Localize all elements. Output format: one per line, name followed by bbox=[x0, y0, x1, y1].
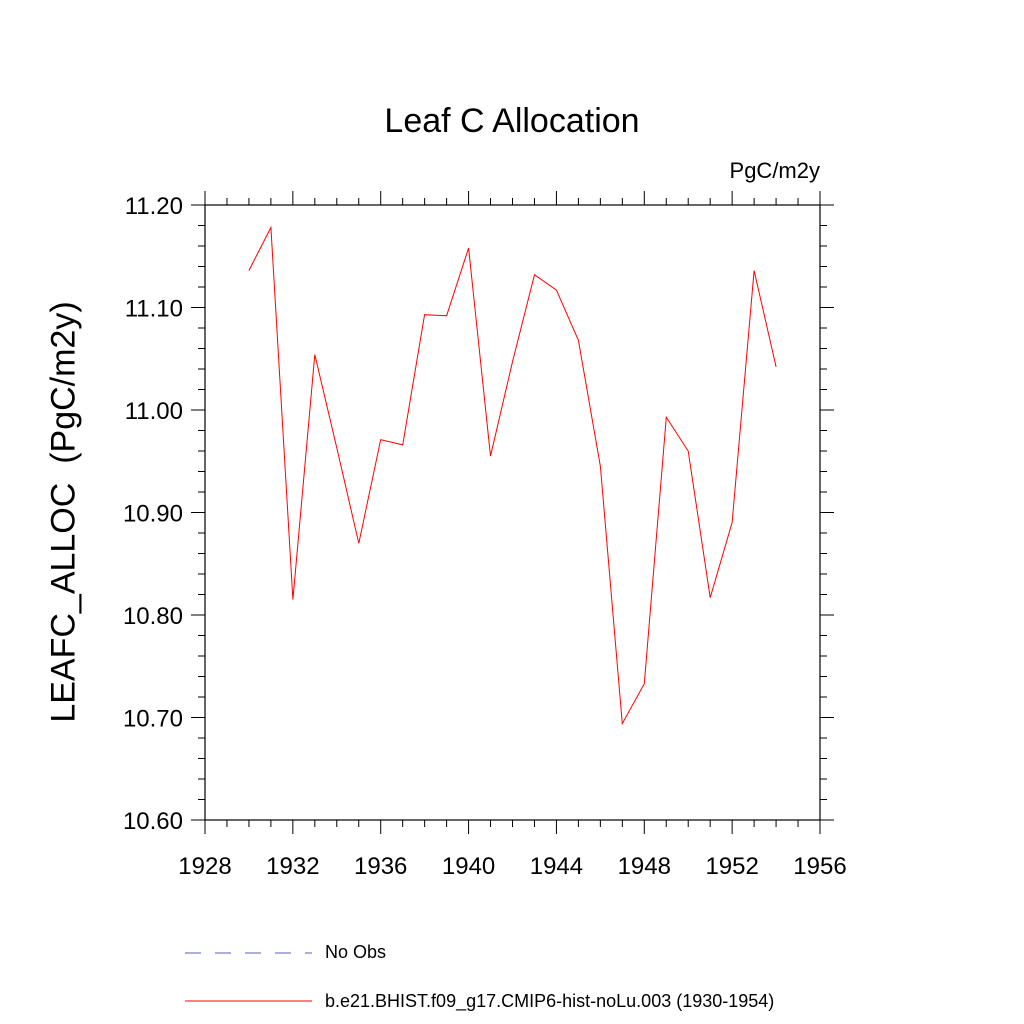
tick-labels-layer: 1928 1932 1936 1940 1944 1948 1952 1956 10.60 10.… bbox=[123, 193, 847, 880]
series-layer bbox=[248, 225, 777, 726]
x-tick-label: 1952 bbox=[705, 853, 758, 880]
x-tick-label: 1932 bbox=[266, 853, 319, 880]
ticks-layer bbox=[191, 191, 834, 834]
x-tick-label: 1936 bbox=[354, 853, 407, 880]
y-tick-label: 11.20 bbox=[125, 193, 183, 220]
legend-layer bbox=[185, 952, 312, 1002]
y-tick-label: 10.80 bbox=[123, 603, 183, 630]
x-tick-label: 1928 bbox=[178, 853, 231, 880]
units-label: PgC/m2y bbox=[729, 158, 820, 183]
series-line bbox=[248, 225, 777, 726]
y-tick-label: 10.90 bbox=[123, 501, 183, 528]
chart-title: Leaf C Allocation bbox=[384, 102, 640, 140]
plot-frame bbox=[204, 204, 821, 821]
y-tick-label: 11.10 bbox=[125, 296, 183, 323]
x-tick-label: 1940 bbox=[442, 853, 495, 880]
x-tick-label: 1944 bbox=[530, 853, 583, 880]
x-tick-label: 1956 bbox=[793, 853, 846, 880]
x-tick-label: 1948 bbox=[618, 853, 671, 880]
legend-label-no-obs: No Obs bbox=[325, 942, 387, 962]
legend-label-series: b.e21.BHIST.f09_g17.CMIP6-hist-noLu.003 … bbox=[325, 991, 775, 1011]
y-tick-label: 10.70 bbox=[123, 706, 183, 733]
y-tick-label: 11.00 bbox=[125, 398, 183, 425]
y-tick-label: 10.60 bbox=[123, 808, 183, 835]
